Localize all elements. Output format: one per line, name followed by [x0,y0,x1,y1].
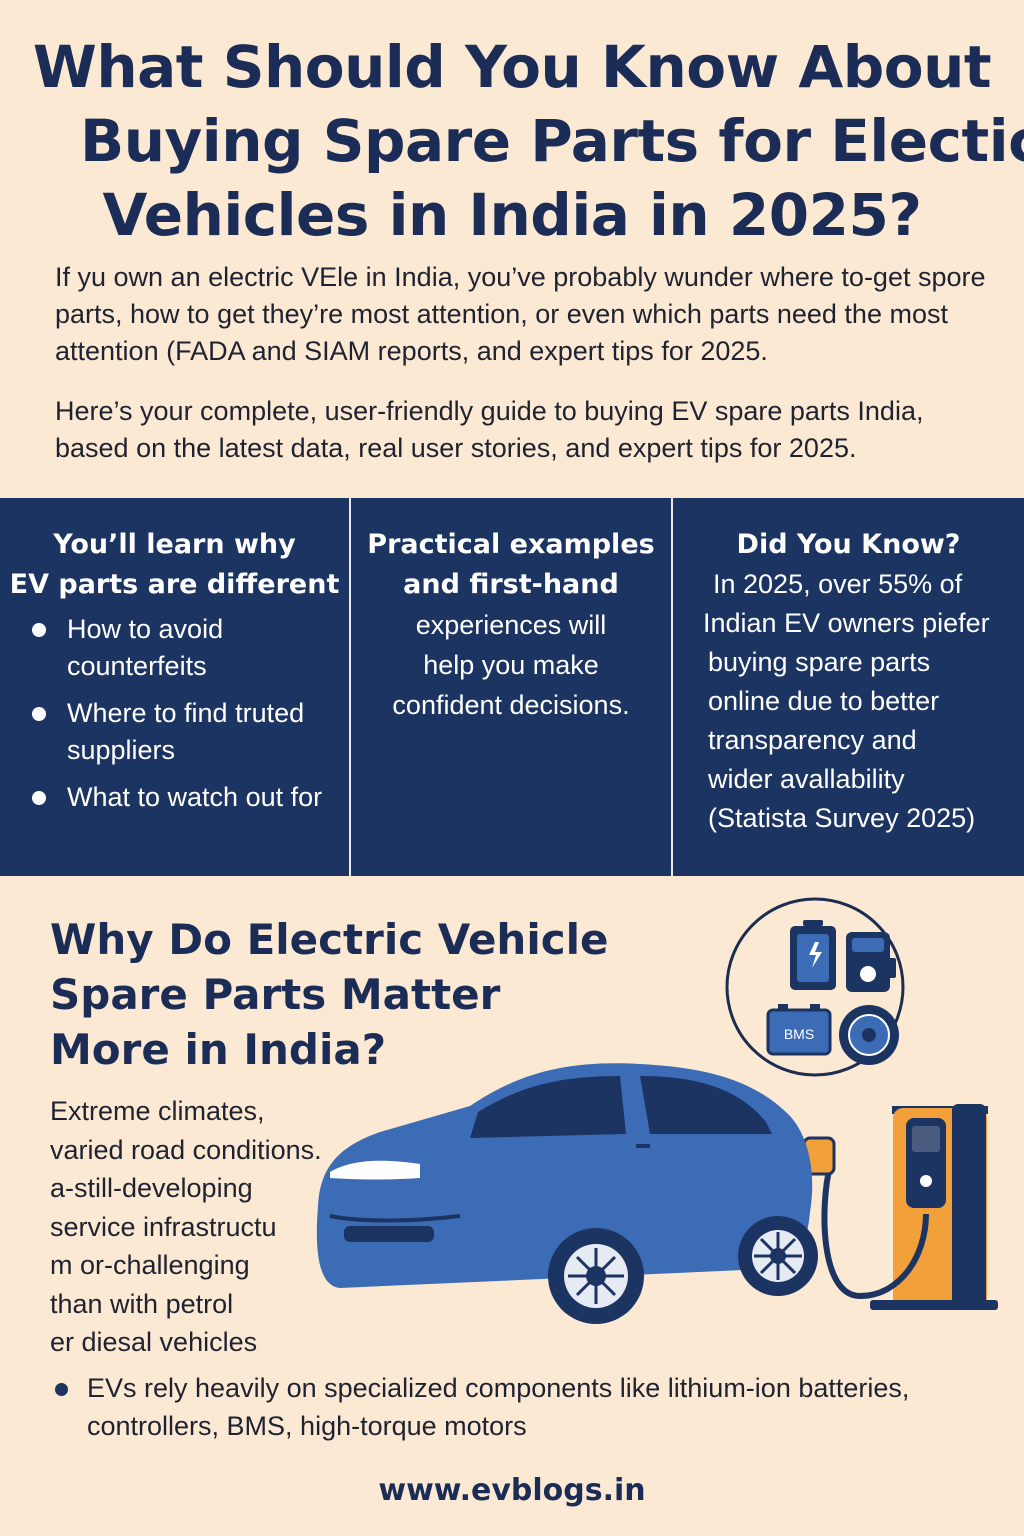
paragraph-line: a-still-developing [50,1173,253,1203]
practical-heading-line-1: Practical examples [367,529,655,560]
learn-heading-line-1: You’ll learn why [53,529,296,560]
charging-station-icon [802,1104,998,1310]
section-paragraph: Extreme climates, varied road conditions… [50,1092,350,1362]
fact-line: Indian EV owners piefer [703,608,990,638]
components-bullet: EVs rely heavily on specialized componen… [50,1369,990,1445]
components-bullet-text: EVs rely heavily on specialized componen… [87,1373,910,1441]
practical-body-line-3: confident decisions. [392,690,630,720]
title-line-1: What Should You Know About [32,33,992,101]
list-item: Where to find truted suppliers [0,695,349,769]
controller-icon [846,932,896,992]
bms-icon: BMS [766,1004,832,1056]
paragraph-line: varied road conditions. [50,1134,322,1165]
spare-parts-circle: BMS [725,897,905,1077]
bullet-dot-icon [55,1383,68,1396]
section-heading: Why Do Electric Vehicle Spare Parts Matt… [50,912,650,1077]
practical-heading-line-2: and first-hand [403,569,619,600]
learn-list: How to avoid counterfeits Where to find … [0,611,349,816]
title-line-3: Vehicles in India in 2025? [102,181,922,249]
bullet-dot-icon [32,707,46,721]
list-item-text: How to avoid counterfeits [67,614,224,681]
practical-body-line-1: experiences will [415,610,607,640]
did-you-know-column: Did You Know? In 2025, over 55% of India… [673,498,1024,876]
fact-line: online due to better [708,686,940,716]
footer-website-link[interactable]: www.evblogs.in [378,1473,646,1508]
section-heading-line: Why Do Electric Vehicle [50,915,609,964]
learn-heading: You’ll learn why EV parts are different [0,525,349,605]
fact-line: buying spare parts [708,647,931,677]
fact-line: transparency and [708,725,917,755]
bullet-dot-icon [32,791,46,805]
bms-label: BMS [784,1026,814,1042]
fact-line: wider avallability [708,764,905,794]
intro-paragraph-2: Here’s your complete, user-friendly guid… [55,396,924,463]
electric-car-icon [316,1063,818,1324]
fact-line: (Statista Survey 2025) [708,803,976,833]
practical-text: Practical examples and first-hand experi… [351,525,671,725]
learn-column: You’ll learn why EV parts are different … [0,498,349,876]
paragraph-line: Extreme climates, [50,1096,265,1126]
bullet-dot-icon [32,623,46,637]
paragraph-line: service infrastructu [50,1211,277,1242]
motor-icon [839,1005,899,1065]
list-item: What to watch out for [0,779,349,816]
info-band: You’ll learn why EV parts are different … [0,498,1024,876]
list-item-text: Where to find truted suppliers [67,698,305,765]
list-item-text: What to watch out for [67,782,323,812]
list-item: How to avoid counterfeits [0,611,349,685]
column-divider [349,498,351,876]
learn-heading-line-2: EV parts are different [9,569,340,600]
did-you-know-body: In 2025, over 55% of Indian EV owners pi… [703,565,1024,838]
paragraph-line: m or-challenging [50,1250,250,1280]
paragraph-line: than with petrol [50,1288,234,1319]
intro-paragraph-1: If yu own an electric VEle in India, you… [55,262,986,366]
practical-body-line-2: help you make [423,650,599,680]
section-heading-line: Spare Parts Matter [50,970,501,1019]
practical-column: Practical examples and first-hand experi… [351,498,671,876]
fact-line: In 2025, over 55% of [713,569,963,599]
battery-icon [790,920,836,990]
page-title: What Should You Know About Buying Spare … [0,30,1024,252]
front-wheel-icon [548,1228,644,1324]
ev-illustration: BMS [316,897,998,1324]
title-line-2: Buying Spare Parts for Electic [80,107,1024,175]
rear-wheel-icon [738,1216,818,1296]
did-you-know-heading: Did You Know? [736,529,961,560]
paragraph-line: er diesal vehicles [50,1327,258,1357]
column-divider [671,498,673,876]
section-heading-line: More in India? [50,1025,387,1074]
